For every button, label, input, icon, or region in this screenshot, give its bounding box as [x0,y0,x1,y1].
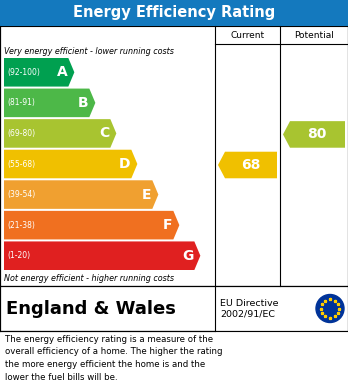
Text: (1-20): (1-20) [7,251,30,260]
Text: Current: Current [230,30,264,39]
Polygon shape [4,119,116,148]
Polygon shape [4,180,158,209]
Text: 68: 68 [241,158,260,172]
Text: G: G [182,249,193,263]
Bar [0,0,348,26]
Text: C: C [99,126,109,140]
Text: Energy Efficiency Rating: Energy Efficiency Rating [73,5,275,20]
Text: Very energy efficient - lower running costs: Very energy efficient - lower running co… [4,47,174,56]
Polygon shape [4,150,137,178]
Text: F: F [163,218,172,232]
Text: D: D [119,157,130,171]
Bar [0,26,348,286]
Polygon shape [218,152,277,178]
Polygon shape [4,241,200,270]
Text: Potential: Potential [294,30,334,39]
Text: A: A [57,65,68,79]
Text: (55-68): (55-68) [7,160,35,169]
Text: B: B [78,96,88,110]
Bar [0,331,348,391]
Text: EU Directive
2002/91/EC: EU Directive 2002/91/EC [220,299,278,318]
Polygon shape [283,121,345,148]
Text: 80: 80 [307,127,327,142]
Text: E: E [142,188,151,202]
Text: England & Wales: England & Wales [6,300,176,317]
Text: Not energy efficient - higher running costs: Not energy efficient - higher running co… [4,274,174,283]
Text: (69-80): (69-80) [7,129,35,138]
Polygon shape [4,58,74,86]
Text: The energy efficiency rating is a measure of the
overall efficiency of a home. T: The energy efficiency rating is a measur… [5,335,222,382]
Text: (21-38): (21-38) [7,221,35,230]
Circle shape [316,294,344,323]
Text: (39-54): (39-54) [7,190,35,199]
Bar [0,286,348,331]
Text: (81-91): (81-91) [7,99,35,108]
Text: (92-100): (92-100) [7,68,40,77]
Polygon shape [4,89,95,117]
Polygon shape [4,211,179,239]
